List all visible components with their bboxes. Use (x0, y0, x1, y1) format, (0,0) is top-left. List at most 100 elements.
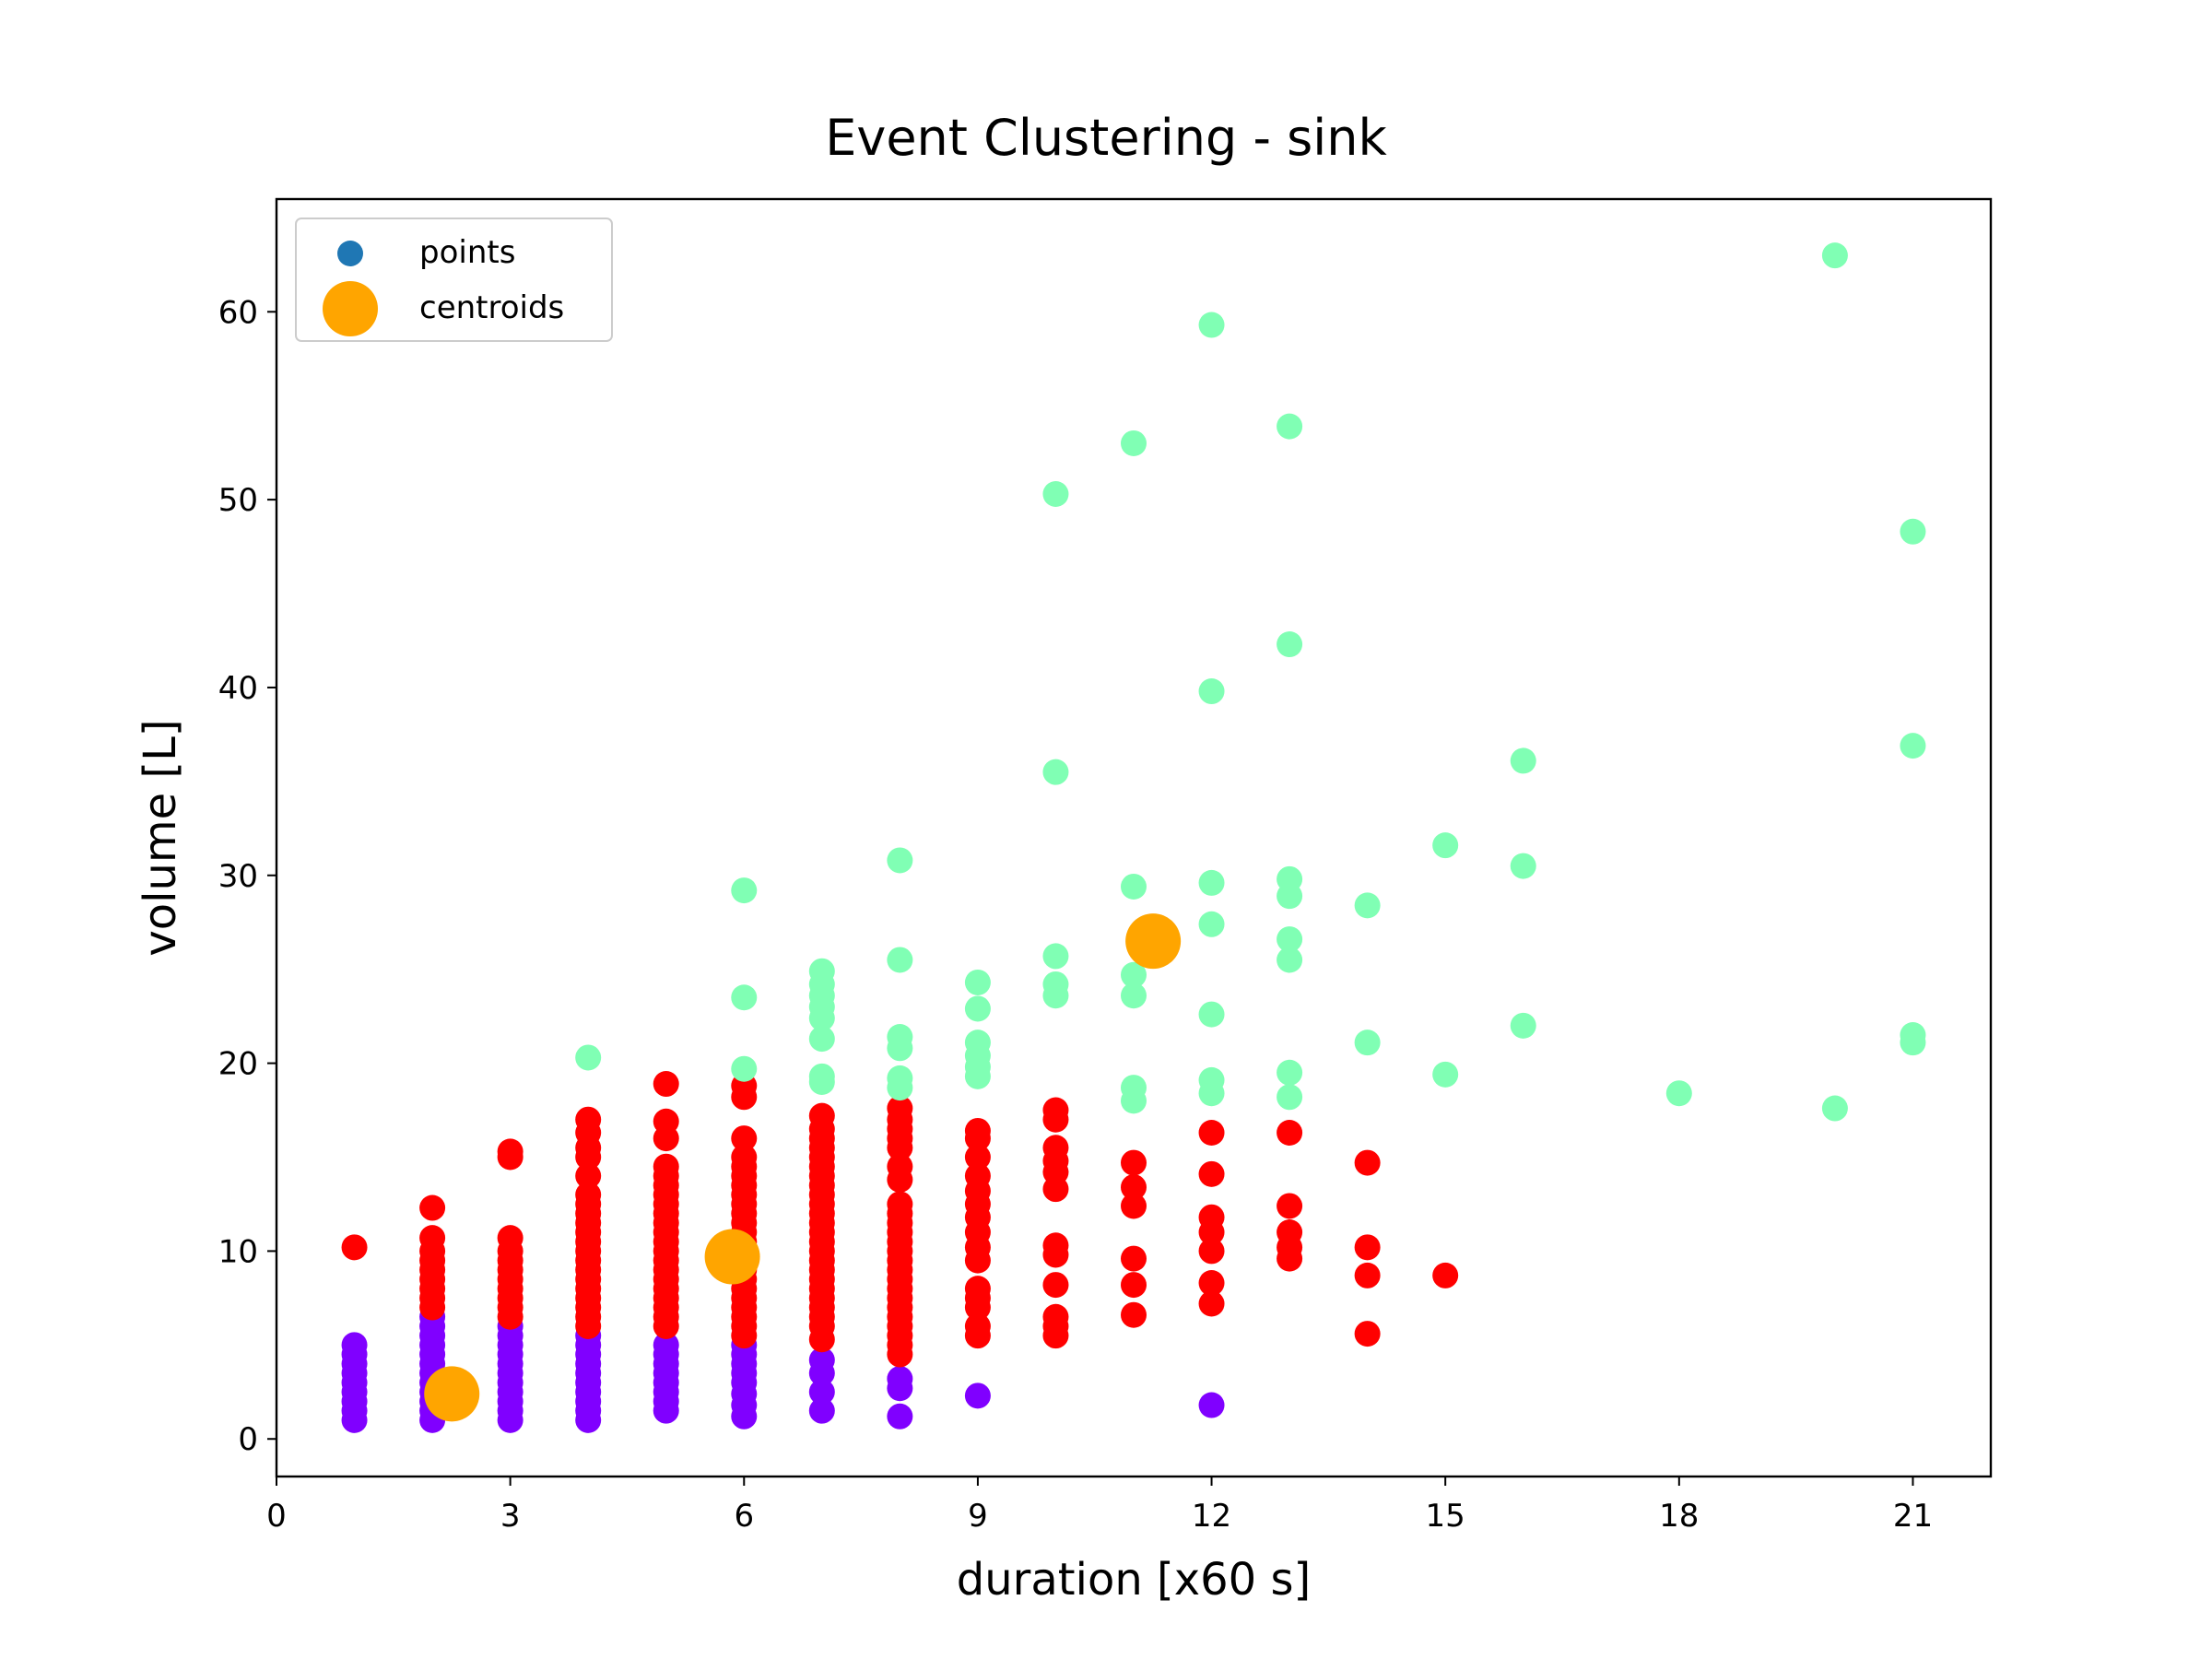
y-tick-label: 60 (218, 294, 258, 331)
data-point-cluster-1 (1354, 1234, 1381, 1261)
centroids-layer (424, 913, 1182, 1422)
legend-centroids-label: centroids (419, 289, 564, 326)
data-point-cluster-2 (1354, 1030, 1381, 1056)
data-point-cluster-1 (964, 1162, 991, 1189)
x-tick-label: 15 (1426, 1498, 1465, 1535)
data-point-cluster-1 (1121, 1174, 1147, 1201)
data-point-cluster-1 (1042, 1303, 1069, 1330)
data-point-cluster-1 (731, 1144, 758, 1171)
data-point-cluster-1 (964, 1117, 991, 1144)
data-point-cluster-2 (1432, 832, 1459, 859)
data-point-cluster-2 (1121, 1075, 1147, 1101)
data-point-cluster-2 (575, 1044, 602, 1071)
y-tick-label: 40 (218, 670, 258, 707)
data-point-cluster-2 (1198, 869, 1225, 896)
data-point-cluster-2 (1277, 947, 1303, 973)
data-point-cluster-2 (1277, 1084, 1303, 1111)
data-point-cluster-1 (1277, 1219, 1303, 1246)
y-tick-label: 30 (218, 858, 258, 895)
data-point-cluster-1 (1042, 1097, 1069, 1124)
y-axis: 0 10 20 30 40 50 60 (218, 294, 276, 1458)
data-point-cluster-0 (653, 1332, 679, 1359)
data-point-cluster-2 (1432, 1061, 1459, 1088)
data-point-cluster-1 (964, 1276, 991, 1302)
data-point-cluster-2 (1665, 1080, 1692, 1107)
data-point-cluster-1 (575, 1162, 602, 1189)
data-point-cluster-2 (887, 1065, 913, 1091)
data-point-cluster-2 (1198, 911, 1225, 937)
x-tick-label: 18 (1659, 1498, 1699, 1535)
data-point-cluster-2 (887, 847, 913, 874)
data-point-cluster-2 (1042, 971, 1069, 997)
data-point-cluster-1 (497, 1138, 524, 1165)
y-tick-label: 10 (218, 1233, 258, 1270)
data-point-cluster-1 (808, 1102, 835, 1129)
data-point-cluster-2 (887, 1024, 913, 1051)
data-point-cluster-1 (964, 1312, 991, 1339)
data-point-cluster-1 (1121, 1245, 1147, 1272)
data-point-cluster-1 (341, 1234, 368, 1261)
data-point-cluster-1 (653, 1153, 679, 1180)
data-point-cluster-1 (1354, 1262, 1381, 1288)
centroid-marker (424, 1366, 480, 1422)
data-point-cluster-2 (964, 1030, 991, 1056)
y-tick-label: 20 (218, 1046, 258, 1083)
data-point-cluster-2 (808, 958, 835, 984)
data-point-cluster-2 (731, 984, 758, 1011)
data-point-cluster-2 (1198, 312, 1225, 338)
data-point-cluster-2 (1121, 982, 1147, 1009)
data-point-cluster-0 (808, 1347, 835, 1373)
legend-centroids-marker (323, 281, 378, 336)
y-tick-label: 0 (238, 1421, 258, 1458)
data-point-cluster-2 (1277, 865, 1303, 892)
data-point-cluster-1 (1121, 1193, 1147, 1219)
data-point-cluster-2 (731, 877, 758, 904)
data-point-cluster-2 (1121, 429, 1147, 456)
data-point-cluster-2 (1821, 242, 1848, 269)
data-point-cluster-0 (887, 1403, 913, 1430)
data-point-cluster-2 (1900, 518, 1926, 545)
data-point-cluster-1 (653, 1071, 679, 1098)
x-tick-label: 12 (1192, 1498, 1231, 1535)
data-point-cluster-1 (1042, 1135, 1069, 1161)
data-point-cluster-0 (1198, 1392, 1225, 1418)
data-point-cluster-0 (808, 1397, 835, 1424)
legend: points centroids (295, 218, 613, 342)
data-point-cluster-0 (808, 1379, 835, 1406)
data-point-cluster-2 (887, 947, 913, 973)
data-point-cluster-2 (1042, 759, 1069, 785)
data-point-cluster-1 (1198, 1120, 1225, 1147)
data-point-cluster-2 (1900, 1022, 1926, 1049)
data-point-cluster-2 (1121, 873, 1147, 900)
points-layer (341, 242, 1926, 1433)
x-axis-label: duration [x60 s] (957, 1554, 1311, 1606)
chart-title: Event Clustering - sink (825, 109, 1387, 167)
data-point-cluster-2 (1354, 892, 1381, 919)
centroid-marker (704, 1229, 760, 1285)
y-tick-label: 50 (218, 482, 258, 519)
data-point-cluster-2 (1198, 1001, 1225, 1028)
data-point-cluster-1 (1042, 1272, 1069, 1299)
x-tick-label: 3 (500, 1498, 521, 1535)
data-point-cluster-1 (1121, 1272, 1147, 1299)
data-point-cluster-1 (1354, 1321, 1381, 1347)
data-point-cluster-1 (419, 1225, 446, 1252)
data-point-cluster-2 (1510, 1012, 1536, 1039)
data-point-cluster-0 (341, 1332, 368, 1359)
data-point-cluster-2 (808, 1026, 835, 1053)
x-tick-label: 9 (968, 1498, 988, 1535)
data-point-cluster-0 (964, 1382, 991, 1409)
data-point-cluster-1 (887, 1191, 913, 1218)
data-point-cluster-1 (1432, 1262, 1459, 1288)
y-axis-label: volume [L] (135, 719, 186, 956)
data-point-cluster-1 (1121, 1149, 1147, 1176)
data-point-cluster-0 (887, 1366, 913, 1393)
data-point-cluster-1 (575, 1182, 602, 1208)
data-point-cluster-1 (887, 1153, 913, 1180)
data-point-cluster-1 (1198, 1160, 1225, 1187)
data-point-cluster-1 (887, 1095, 913, 1122)
data-point-cluster-2 (1277, 413, 1303, 440)
x-tick-label: 0 (266, 1498, 287, 1535)
x-axis: 0 3 6 9 12 15 18 21 (266, 1477, 1933, 1535)
data-point-cluster-2 (1042, 943, 1069, 970)
